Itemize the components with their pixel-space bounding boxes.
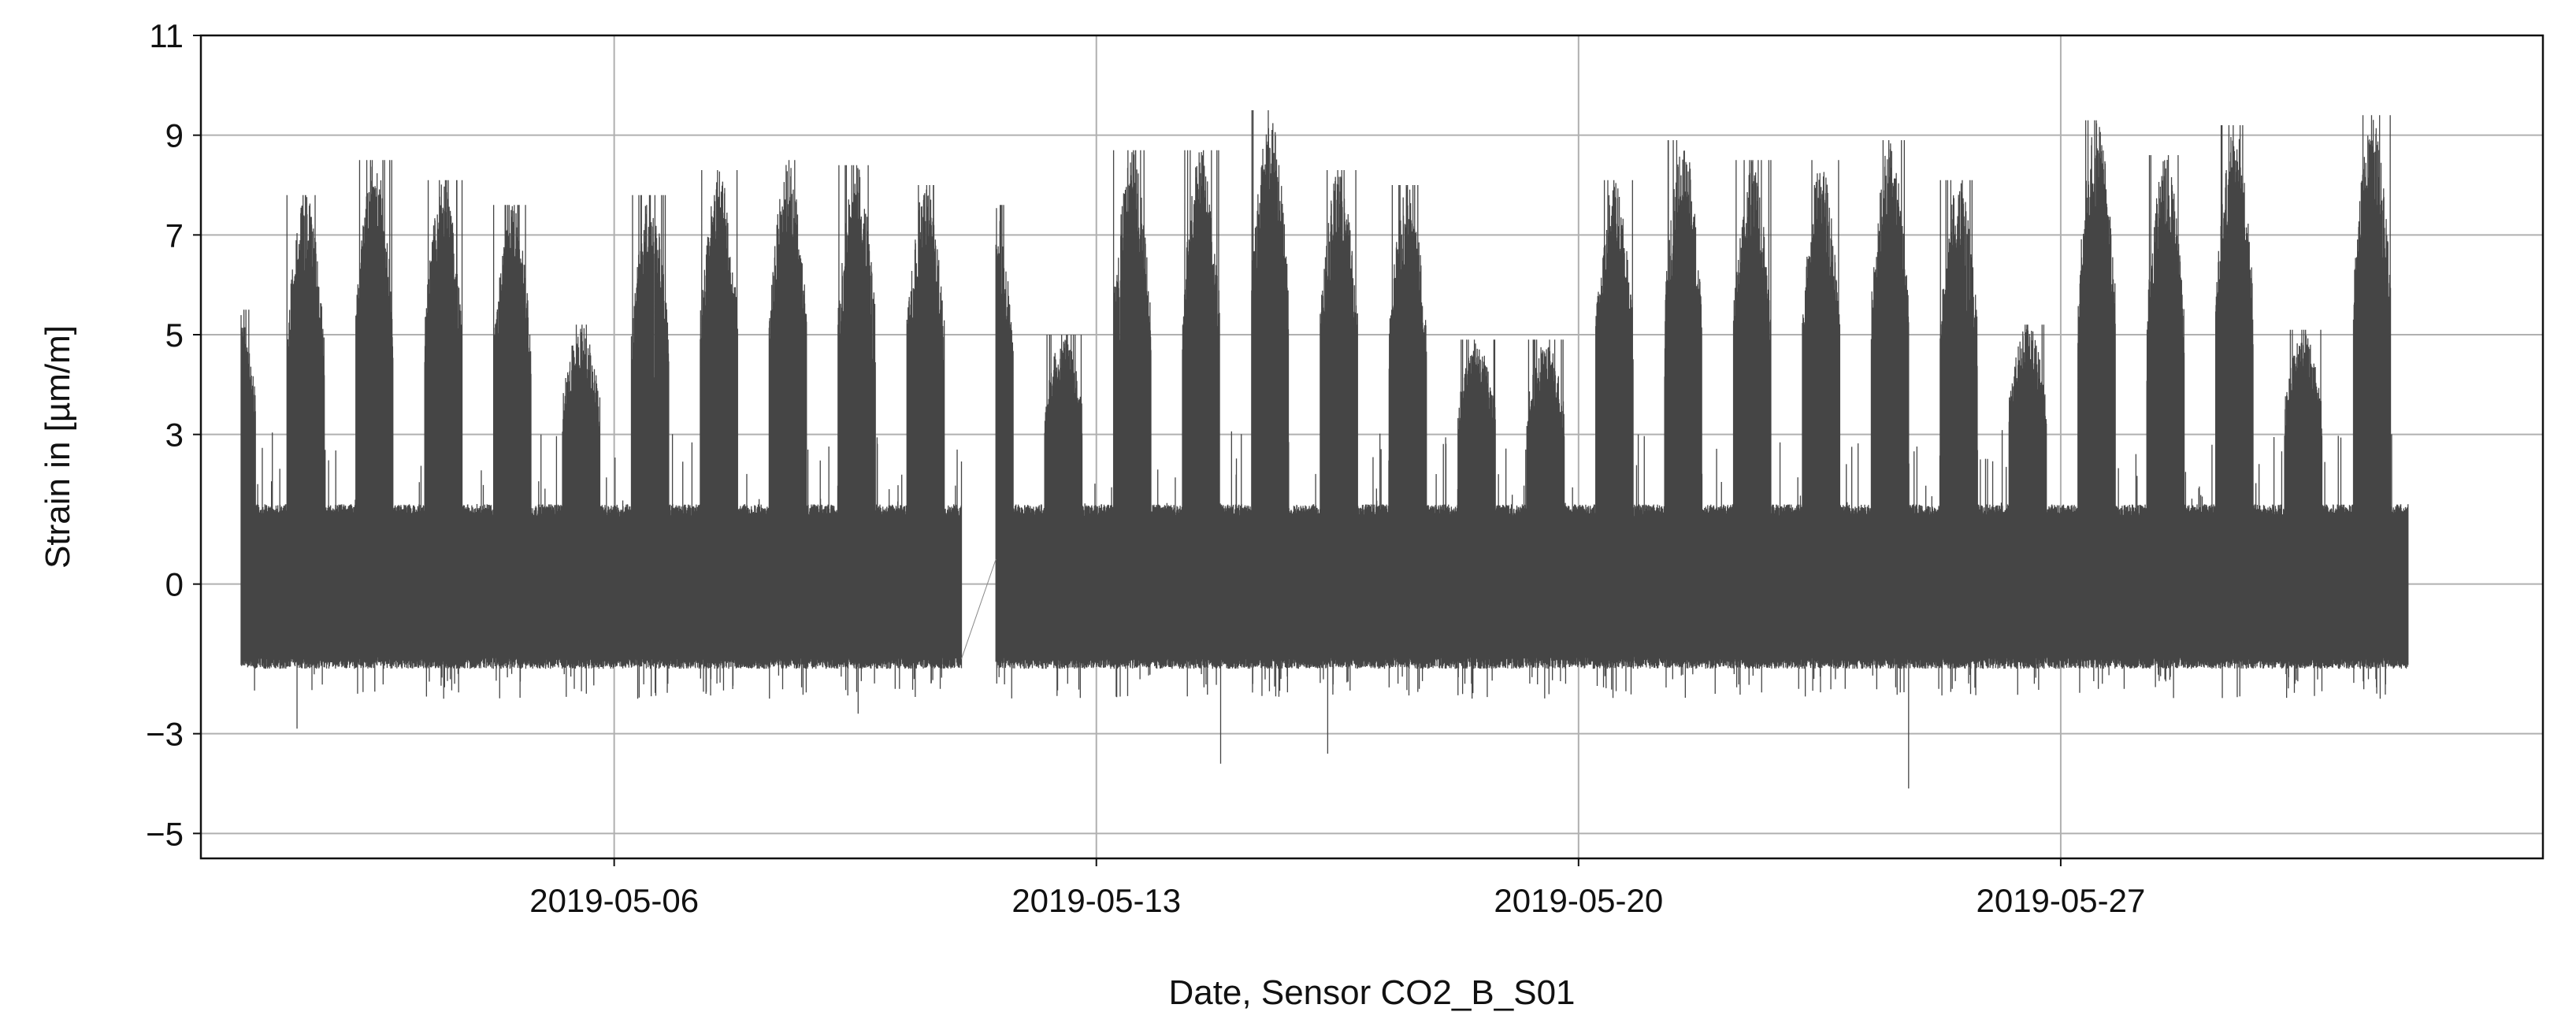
x-axis-label: Date, Sensor CO2_B_S01 [1168, 973, 1575, 1012]
x-tick-label: 2019-05-20 [1494, 882, 1663, 919]
x-tick-label: 2019-05-06 [529, 882, 699, 919]
plot-frame [199, 34, 2544, 860]
y-tick-label: 0 [165, 566, 184, 603]
grid-lines [201, 35, 2543, 858]
y-axis-label: Strain in [µm/m] [39, 325, 77, 569]
x-tick-label: 2019-05-13 [1011, 882, 1181, 919]
y-tick-label: 11 [149, 17, 184, 54]
y-tick-label: 3 [165, 417, 184, 454]
y-tick-label: −3 [146, 716, 184, 753]
y-tick-label: −5 [146, 815, 184, 852]
strain-envelope [240, 110, 2409, 789]
x-axis-ticks: 2019-05-06 2019-05-13 2019-05-20 2019-05-27 [529, 858, 2145, 919]
gap-connector [961, 558, 997, 659]
y-axis-ticks: −5 −3 0 3 5 7 9 11 [146, 17, 201, 852]
y-tick-label: 9 [165, 117, 184, 154]
y-tick-label: 5 [165, 317, 184, 354]
y-tick-label: 7 [165, 217, 184, 254]
strain-series [240, 110, 2409, 789]
x-tick-label: 2019-05-27 [1976, 882, 2145, 919]
